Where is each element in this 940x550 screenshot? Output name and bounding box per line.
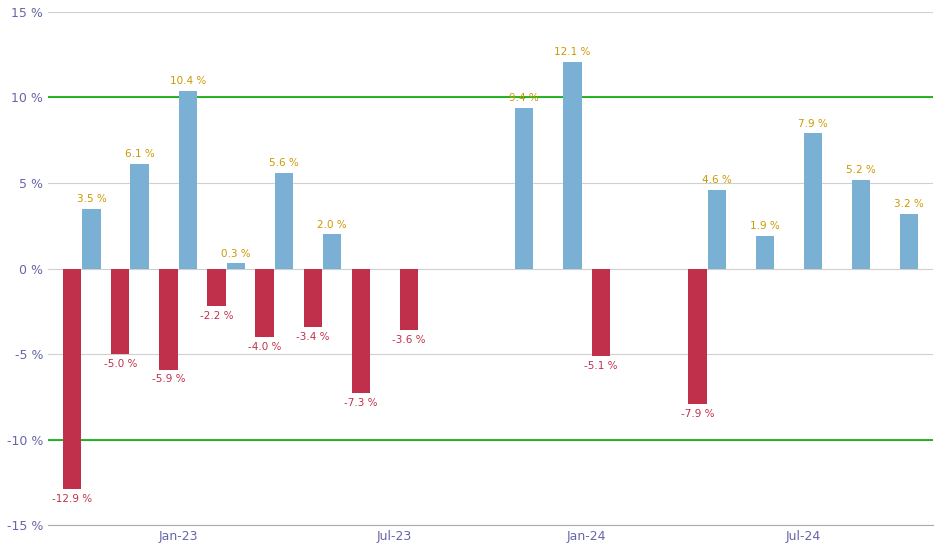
- Text: 2.0 %: 2.0 %: [317, 219, 347, 229]
- Bar: [83, 208, 101, 268]
- Bar: [400, 268, 418, 330]
- Bar: [111, 268, 130, 354]
- Text: 9.4 %: 9.4 %: [509, 93, 540, 103]
- Text: -7.3 %: -7.3 %: [344, 398, 378, 408]
- Text: 1.9 %: 1.9 %: [750, 221, 779, 231]
- Bar: [515, 108, 533, 268]
- Bar: [322, 234, 341, 268]
- Text: 12.1 %: 12.1 %: [555, 47, 590, 57]
- Text: 7.9 %: 7.9 %: [798, 119, 828, 129]
- Bar: [208, 268, 226, 306]
- Bar: [688, 268, 707, 404]
- Bar: [708, 190, 726, 268]
- Bar: [159, 268, 178, 370]
- Bar: [227, 263, 245, 268]
- Text: -5.1 %: -5.1 %: [585, 361, 618, 371]
- Text: -3.4 %: -3.4 %: [296, 332, 329, 342]
- Bar: [563, 62, 582, 268]
- Text: -3.6 %: -3.6 %: [392, 335, 426, 345]
- Text: -12.9 %: -12.9 %: [52, 494, 92, 504]
- Bar: [304, 268, 321, 327]
- Text: 0.3 %: 0.3 %: [221, 249, 251, 258]
- Bar: [592, 268, 610, 356]
- Text: -7.9 %: -7.9 %: [681, 409, 714, 419]
- Bar: [900, 214, 918, 268]
- Text: -4.0 %: -4.0 %: [248, 342, 281, 352]
- Text: -5.9 %: -5.9 %: [151, 375, 185, 384]
- Bar: [756, 236, 774, 268]
- Text: 3.2 %: 3.2 %: [894, 199, 924, 209]
- Text: 6.1 %: 6.1 %: [125, 150, 154, 160]
- Bar: [804, 134, 822, 268]
- Text: 5.6 %: 5.6 %: [269, 158, 299, 168]
- Text: -2.2 %: -2.2 %: [199, 311, 233, 321]
- Text: 3.5 %: 3.5 %: [76, 194, 106, 204]
- Text: -5.0 %: -5.0 %: [103, 359, 137, 369]
- Bar: [131, 164, 149, 268]
- Text: 4.6 %: 4.6 %: [702, 175, 731, 185]
- Bar: [63, 268, 82, 490]
- Text: 5.2 %: 5.2 %: [846, 165, 876, 175]
- Bar: [179, 91, 196, 268]
- Bar: [852, 180, 870, 268]
- Bar: [274, 173, 293, 268]
- Bar: [352, 268, 370, 393]
- Text: 10.4 %: 10.4 %: [169, 76, 206, 86]
- Bar: [256, 268, 274, 337]
